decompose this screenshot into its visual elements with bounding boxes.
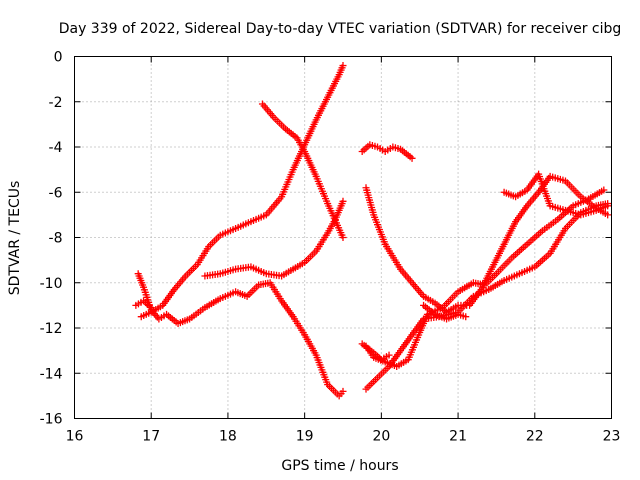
series-track-12 [500,170,612,219]
y-tick-label: -8 [49,231,63,247]
series-track-5 [201,197,347,280]
series-track-4 [132,297,155,312]
data-point [339,197,347,205]
series-track-3 [134,270,347,400]
x-axis-label: GPS time / hours [281,458,398,474]
data-point [604,202,612,210]
data-point [339,234,347,241]
data-point [600,186,608,194]
y-tick-label: -2 [49,95,63,111]
plot-frame [74,56,612,419]
data-point [339,62,347,70]
data-point [147,304,155,312]
x-tick-label: 18 [219,429,237,445]
data-point [462,313,470,321]
y-tick-label: -10 [40,276,63,292]
y-tick-label: -16 [40,412,63,428]
y-tick-label: -6 [49,185,63,201]
series-track-10 [358,340,393,364]
x-tick-label: 16 [66,429,84,445]
x-tick-label: 21 [449,429,467,445]
y-axis-label: SDTVAR / TECUs [7,181,23,296]
data-point [385,351,393,359]
y-tick-label: -12 [40,321,63,337]
x-tick-label: 22 [526,429,544,445]
data-point [339,387,347,395]
y-tick-label: -14 [40,366,63,382]
series-track-11 [420,301,470,323]
series-track-7 [362,172,612,316]
x-tick-label: 19 [296,429,314,445]
series-track-6 [358,141,416,162]
series-track-2 [258,100,347,241]
axes: 16 17 18 19 20 21 22 23 0 -2 -4 -6 -8 -10 -12 -14 -16 [40,50,621,445]
data-point [408,154,416,162]
y-tick-label: 0 [54,50,63,66]
x-tick-label: 23 [603,429,621,445]
data-series [132,62,612,400]
x-tick-label: 20 [372,429,390,445]
data-point [604,211,612,219]
y-tick-label: -4 [49,140,63,156]
chart-title: Day 339 of 2022, Sidereal Day-to-day VTE… [59,21,622,37]
x-tick-label: 17 [142,429,160,445]
series-track-1 [137,62,347,321]
